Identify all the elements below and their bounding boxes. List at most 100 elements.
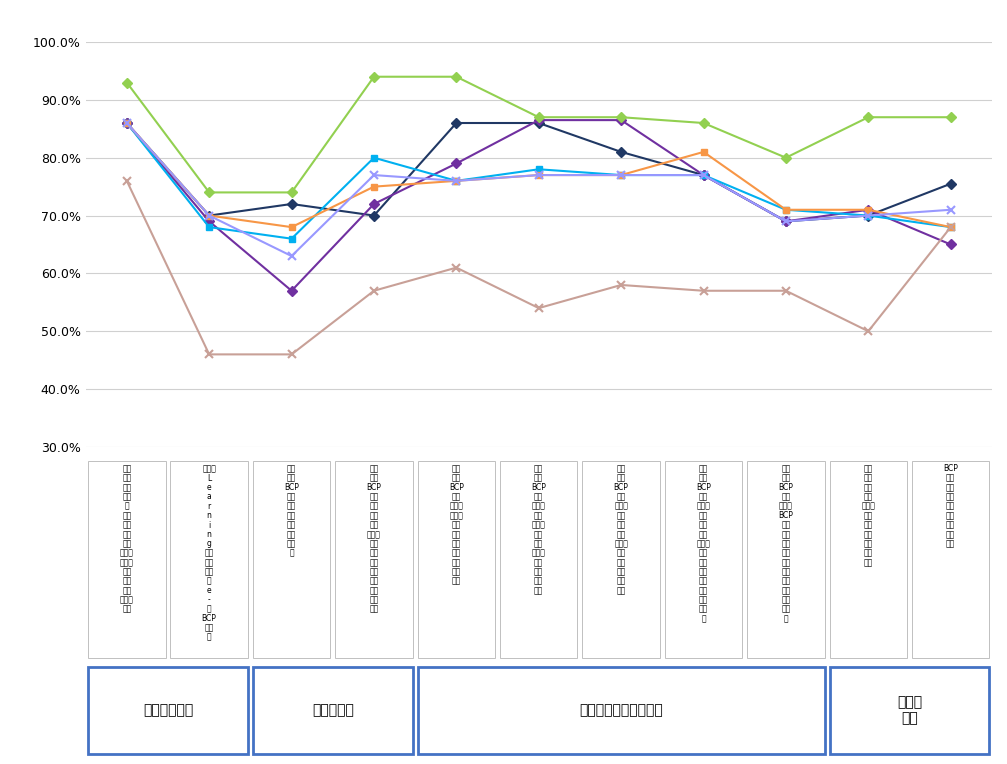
近畿 — [203, 211, 215, 220]
中国・四国 — [121, 176, 133, 186]
九州・沖縄 — [368, 72, 380, 81]
九州・沖縄 — [615, 112, 627, 121]
Text: 策定
した
BCP
につ
いて、
や実
施務
内容
変化：
代替
リソ
ース
の変
更等: 策定 した BCP につ いて、 や実 施務 内容 変化： 代替 リソ ース の… — [613, 465, 628, 595]
近畿 — [121, 118, 133, 128]
Line: 中国・四国: 中国・四国 — [123, 176, 955, 358]
Bar — [170, 461, 248, 658]
Bar — [335, 461, 413, 658]
中部 — [286, 222, 298, 231]
中国・四国 — [862, 327, 874, 336]
中部 — [945, 222, 957, 231]
Text: 策定
した
BCP
につ
いて、
内容
変化：
業務
の変
更（旧
優先
度の
変更
等）: 策定 した BCP につ いて、 内容 変化： 業務 の変 更（旧 優先 度の … — [532, 465, 546, 595]
Bar — [665, 461, 742, 658]
近畿 — [698, 170, 710, 180]
Line: 東北: 東北 — [123, 117, 955, 294]
Line: 関東: 関東 — [123, 119, 955, 242]
Bar — [747, 461, 825, 658]
Bar — [418, 667, 825, 754]
Line: 近畿: 近畿 — [123, 119, 955, 261]
Bar — [830, 461, 907, 658]
九州・沖縄 — [121, 78, 133, 87]
北海道 — [779, 217, 792, 226]
中国・四国 — [615, 280, 627, 290]
北海道 — [698, 170, 710, 180]
Text: 策定
した
BCP
につ
いて、
BCP
を見
直し
た、
更旧
体制
を復
旧対
応者
例・
変更
等: 策定 した BCP につ いて、 BCP を見 直し た、 更旧 体制 を復 旧… — [778, 465, 794, 623]
中部 — [368, 182, 380, 191]
Text: 育成・
L
e
a
r
n
i
n
g
や講
義形
式で
の
e
-
教
BCP
に係
る: 育成・ L e a r n i n g や講 義形 式で の e - 教 BCP… — [201, 465, 217, 642]
Text: 戦略的
活用: 戦略的 活用 — [897, 695, 922, 726]
Bar — [830, 667, 990, 754]
中部 — [121, 118, 133, 128]
中部 — [779, 206, 792, 215]
近畿 — [368, 170, 380, 180]
Bar — [500, 461, 577, 658]
中国・四国 — [779, 286, 792, 296]
Bar — [912, 461, 990, 658]
東北 — [615, 115, 627, 125]
関東 — [945, 222, 957, 231]
北海道 — [368, 211, 380, 220]
九州・沖縄 — [862, 112, 874, 121]
Bar — [253, 667, 413, 754]
北海道 — [450, 118, 462, 128]
北海道 — [862, 211, 874, 220]
東北 — [698, 170, 710, 180]
中国・四国 — [533, 303, 545, 312]
北海道 — [945, 179, 957, 188]
九州・沖縄 — [779, 153, 792, 162]
中部 — [450, 176, 462, 186]
Bar — [582, 461, 660, 658]
東北 — [862, 206, 874, 215]
Text: 当局
に対
する
アビ
ール、
取引
先や
管理
監能
力向
上等: 当局 に対 する アビ ール、 取引 先や 管理 監能 力向 上等 — [861, 465, 875, 567]
東北 — [945, 240, 957, 249]
中国・四国 — [203, 350, 215, 359]
東北 — [203, 217, 215, 226]
中部 — [533, 170, 545, 180]
Line: 九州・沖縄: 九州・沖縄 — [123, 73, 955, 196]
関東 — [533, 165, 545, 174]
九州・沖縄 — [450, 72, 462, 81]
中国・四国 — [945, 222, 957, 231]
Text: 策定
した
BCP
につ
いて、
組織
体制
の変
更：人
事異
動・
更新
復旧
対応
へ踏
まえ
た: 策定 した BCP につ いて、 組織 体制 の変 更：人 事異 動・ 更新 復… — [696, 465, 711, 623]
北海道 — [286, 199, 298, 209]
東北 — [368, 199, 380, 209]
Bar — [88, 461, 165, 658]
中国・四国 — [450, 263, 462, 272]
北海道 — [121, 118, 133, 128]
関東 — [368, 153, 380, 162]
中国・四国 — [698, 286, 710, 296]
北海道 — [615, 147, 627, 157]
北海道 — [533, 118, 545, 128]
関東 — [779, 206, 792, 215]
近畿 — [533, 170, 545, 180]
東北 — [779, 217, 792, 226]
九州・沖縄 — [533, 112, 545, 121]
Text: 策定
した
BCP
につ
いて、
教育・
訓練
等を
踏ま
えた
見直
しの
実施: 策定 した BCP につ いて、 教育・ 訓練 等を 踏ま えた 見直 しの 実… — [449, 465, 464, 586]
中部 — [698, 147, 710, 157]
近畿 — [615, 170, 627, 180]
中国・四国 — [368, 286, 380, 296]
北海道 — [203, 211, 215, 220]
東北 — [450, 159, 462, 168]
東北 — [533, 115, 545, 125]
中部 — [203, 211, 215, 220]
Text: 策定
した
BCP
に基
づい
た、
机上
訓練
の実
施: 策定 した BCP に基 づい た、 机上 訓練 の実 施 — [284, 465, 299, 558]
近畿 — [779, 217, 792, 226]
関東 — [450, 176, 462, 186]
九州・沖縄 — [286, 188, 298, 197]
Text: 社内
ミー
ティ
ング
や
社内
報、
社内
ポー
タル、
全社・
部門
に関
わる
説明・
周知: 社内 ミー ティ ング や 社内 報、 社内 ポー タル、 全社・ 部門 に関 … — [120, 465, 134, 613]
Text: 定期的な見直し・更新: 定期的な見直し・更新 — [579, 704, 663, 717]
Bar — [88, 667, 248, 754]
東北 — [286, 286, 298, 296]
中部 — [862, 206, 874, 215]
関東 — [203, 222, 215, 231]
関東 — [615, 170, 627, 180]
中国・四国 — [286, 350, 298, 359]
Bar — [418, 461, 495, 658]
Text: 社内への周知: 社内への周知 — [143, 704, 193, 717]
関東 — [698, 170, 710, 180]
九州・沖縄 — [945, 112, 957, 121]
Line: 北海道: 北海道 — [123, 119, 955, 225]
Text: 訓練の実施: 訓練の実施 — [312, 704, 353, 717]
近畿 — [945, 206, 957, 215]
